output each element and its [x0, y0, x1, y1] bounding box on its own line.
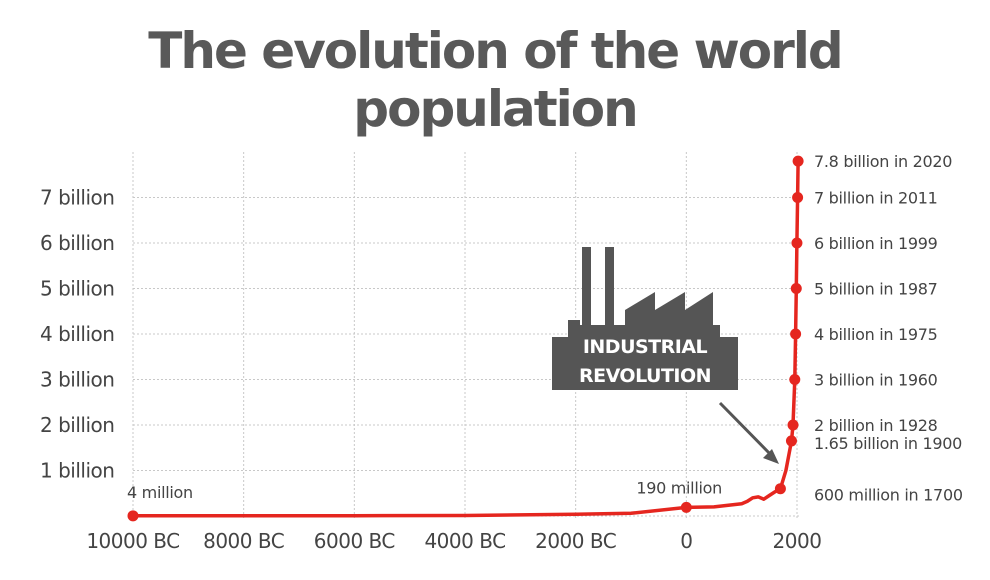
data-label: 2 billion in 1928	[814, 416, 938, 435]
y-tick-label: 2 billion	[40, 413, 114, 437]
y-tick-label: 3 billion	[40, 368, 114, 392]
data-label: 4 billion in 1975	[814, 325, 938, 344]
y-tick-label: 4 billion	[40, 322, 114, 346]
y-tick-label: 1 billion	[40, 459, 114, 483]
annotation-arrow	[718, 401, 779, 464]
data-label: 7 billion in 2011	[814, 189, 938, 208]
data-labels: 4 million 190 million 600 million in 1700 1…	[127, 152, 963, 505]
data-point	[792, 192, 804, 203]
data-point	[680, 501, 692, 513]
x-tick-label: 4000 BC	[424, 529, 505, 553]
industrial-revolution-label-line1: INDUSTRIAL	[583, 336, 708, 358]
x-axis-labels: 10000 BC 8000 BC 6000 BC 4000 BC 2000 BC 0 200…	[86, 529, 822, 553]
x-tick-label: 2000	[773, 529, 822, 553]
y-axis-labels: 1 billion 2 billion 3 billion 4 billion 5 bi…	[40, 186, 115, 483]
x-tick-label: 0	[680, 529, 692, 553]
data-point	[774, 483, 786, 495]
data-label: 1.65 billion in 1900	[814, 434, 962, 453]
data-label: 600 million in 1700	[814, 486, 963, 505]
y-tick-label: 6 billion	[40, 231, 114, 255]
data-label: 6 billion in 1999	[814, 234, 938, 253]
chart-title: The evolution of the world population	[148, 22, 843, 138]
data-point	[790, 328, 802, 340]
data-label: 5 billion in 1987	[814, 280, 938, 299]
data-label: 7.8 billion in 2020	[814, 152, 952, 171]
data-label: 190 million	[636, 478, 722, 497]
data-point	[790, 283, 802, 294]
y-tick-label: 5 billion	[40, 277, 114, 301]
data-point	[792, 155, 804, 167]
data-point	[785, 435, 797, 447]
x-tick-label: 8000 BC	[203, 529, 284, 553]
data-point	[791, 237, 803, 249]
y-tick-label: 7 billion	[40, 186, 114, 210]
factory-icon	[552, 247, 738, 390]
data-point	[127, 510, 139, 522]
x-tick-label: 6000 BC	[314, 529, 395, 553]
x-tick-label: 2000 BC	[535, 529, 616, 553]
data-label: 4 million	[127, 483, 193, 502]
data-markers	[127, 155, 804, 522]
data-point	[789, 374, 801, 385]
data-point	[787, 419, 799, 431]
data-label: 3 billion in 1960	[814, 371, 938, 390]
x-tick-label: 10000 BC	[86, 529, 179, 553]
industrial-revolution-label-line2: REVOLUTION	[579, 365, 711, 387]
